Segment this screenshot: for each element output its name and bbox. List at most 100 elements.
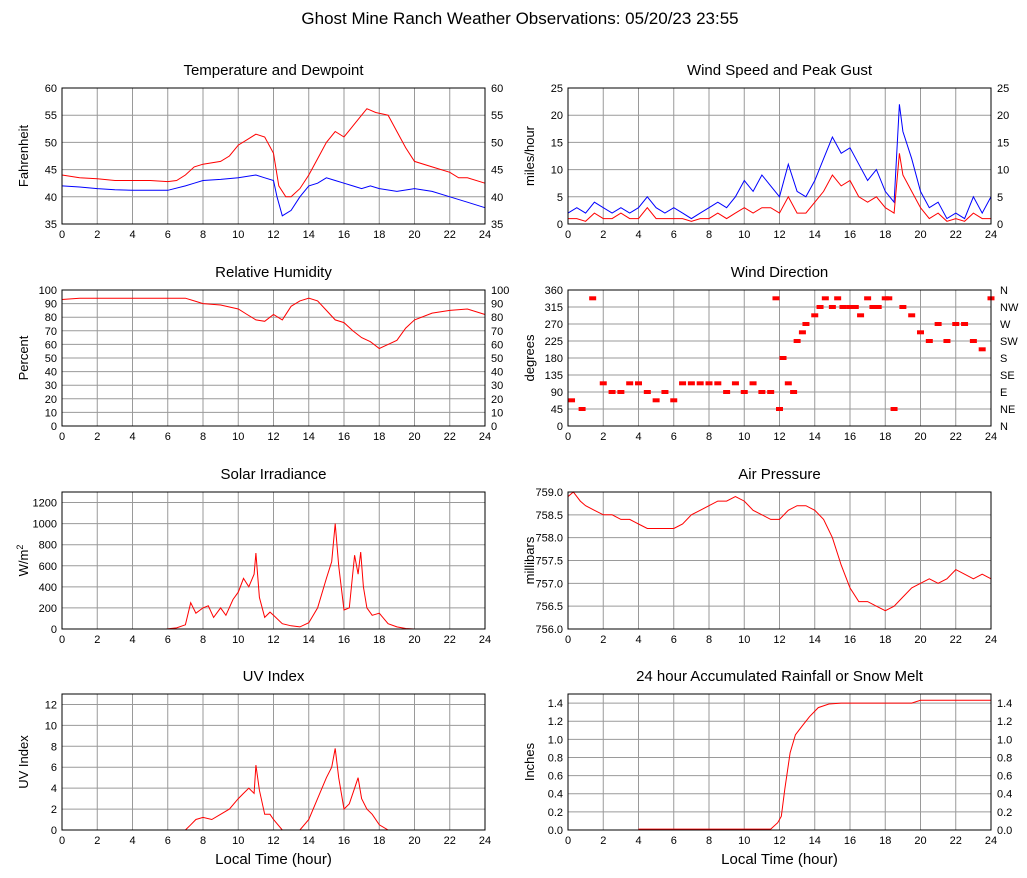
x-tick-label: 24 bbox=[985, 835, 997, 847]
x-tick-label: 14 bbox=[303, 634, 315, 646]
x-tick-label: 2 bbox=[600, 431, 606, 443]
x-tick-label: 2 bbox=[94, 835, 100, 847]
wind-direction-point bbox=[670, 398, 678, 403]
plot-frame bbox=[61, 87, 486, 225]
y-tick-label: 60 bbox=[45, 339, 57, 351]
y-axis-label: degrees bbox=[522, 334, 537, 381]
x-tick-label: 10 bbox=[232, 229, 244, 241]
y-tick-label: 800 bbox=[39, 540, 57, 552]
series-line bbox=[638, 699, 991, 830]
x-tick-label: 18 bbox=[879, 229, 891, 241]
x-tick-label: 14 bbox=[809, 229, 821, 241]
y-tick-label: 20 bbox=[45, 394, 57, 406]
plot-frame bbox=[61, 693, 486, 831]
x-tick-label: 18 bbox=[879, 835, 891, 847]
y-tick-label: 759.0 bbox=[535, 487, 563, 499]
x-tick-label: 4 bbox=[635, 229, 641, 241]
chart-title: Relative Humidity bbox=[215, 264, 332, 281]
y-tick-label-right: 15 bbox=[997, 137, 1009, 149]
y-tick-label: 25 bbox=[551, 83, 563, 95]
series-line bbox=[61, 174, 486, 217]
y-tick-label: 757.0 bbox=[535, 578, 563, 590]
y-tick-label-right: 0 bbox=[997, 219, 1003, 231]
x-tick-label: 24 bbox=[479, 634, 491, 646]
x-tick-label: 14 bbox=[303, 229, 315, 241]
y-tick-label: 0.6 bbox=[548, 771, 563, 783]
x-tick-label: 4 bbox=[129, 634, 135, 646]
y-tick-label: 70 bbox=[45, 326, 57, 338]
x-tick-label: 20 bbox=[408, 835, 420, 847]
x-tick-label: 22 bbox=[950, 835, 962, 847]
wind-direction-point bbox=[790, 390, 798, 394]
x-tick-label: 10 bbox=[232, 431, 244, 443]
plot-frame bbox=[61, 491, 486, 630]
y-tick-label: 10 bbox=[45, 407, 57, 419]
x-tick-label: 2 bbox=[600, 229, 606, 241]
x-tick-label: 12 bbox=[773, 634, 785, 646]
y-tick-label-right: 100 bbox=[491, 285, 509, 297]
wind-direction-point bbox=[816, 305, 824, 309]
wind-direction-point bbox=[925, 339, 933, 343]
x-tick-label: 24 bbox=[479, 431, 491, 443]
wind-direction-point bbox=[952, 322, 960, 326]
wind-direction-point bbox=[969, 339, 977, 343]
x-tick-label: 18 bbox=[879, 431, 891, 443]
x-tick-label: 20 bbox=[408, 431, 420, 443]
y-tick-label-right: 55 bbox=[491, 110, 503, 122]
y-tick-label: 1200 bbox=[33, 498, 57, 510]
direction-label: NW bbox=[1000, 302, 1019, 314]
x-tick-label: 20 bbox=[914, 835, 926, 847]
x-tick-label: 6 bbox=[671, 431, 677, 443]
y-tick-label-right: 45 bbox=[491, 165, 503, 177]
x-tick-label: 14 bbox=[303, 835, 315, 847]
x-axis-label: Local Time (hour) bbox=[215, 851, 332, 868]
direction-label: NE bbox=[1000, 404, 1015, 416]
x-tick-label: 0 bbox=[59, 634, 65, 646]
x-tick-label: 16 bbox=[338, 229, 350, 241]
series-line bbox=[567, 491, 992, 612]
x-tick-label: 4 bbox=[129, 835, 135, 847]
direction-label: N bbox=[1000, 285, 1008, 297]
y-axis-label: miles/hour bbox=[522, 125, 537, 186]
y-tick-label-right: 0.8 bbox=[997, 752, 1012, 764]
y-tick-label: 90 bbox=[551, 387, 563, 399]
series-line bbox=[568, 153, 991, 222]
y-tick-label: 15 bbox=[551, 137, 563, 149]
y-tick-label: 5 bbox=[557, 192, 563, 204]
x-tick-label: 24 bbox=[985, 431, 997, 443]
y-tick-label: 1.0 bbox=[548, 734, 563, 746]
y-tick-label: 135 bbox=[545, 370, 563, 382]
y-axis-label-text: W/m bbox=[16, 550, 31, 577]
x-tick-label: 0 bbox=[565, 634, 571, 646]
direction-label: SE bbox=[1000, 370, 1015, 382]
y-tick-label-right: 10 bbox=[491, 407, 503, 419]
y-axis-label-superscript: 2 bbox=[15, 545, 25, 550]
x-tick-label: 22 bbox=[444, 431, 456, 443]
y-tick-label-right: 40 bbox=[491, 367, 503, 379]
y-tick-label: 40 bbox=[45, 192, 57, 204]
x-tick-label: 6 bbox=[165, 835, 171, 847]
y-tick-label-right: 0.0 bbox=[997, 825, 1012, 837]
wind-direction-point bbox=[828, 305, 836, 309]
wind-direction-point bbox=[978, 347, 986, 352]
x-tick-label: 24 bbox=[985, 229, 997, 241]
wind-direction-point bbox=[851, 305, 859, 309]
plot-frame bbox=[567, 87, 992, 225]
plot-frame bbox=[567, 491, 992, 630]
y-tick-label: 1.4 bbox=[548, 698, 563, 710]
x-tick-label: 16 bbox=[844, 835, 856, 847]
y-tick-label: 1000 bbox=[33, 519, 57, 531]
chart-title: Temperature and Dewpoint bbox=[183, 62, 364, 79]
chart-title: Air Pressure bbox=[738, 466, 821, 483]
y-tick-label: 100 bbox=[39, 285, 57, 297]
page-title: Ghost Mine Ranch Weather Observations: 0… bbox=[301, 9, 738, 28]
y-tick-label: 90 bbox=[45, 299, 57, 311]
y-axis-label: W/m2 bbox=[15, 545, 31, 577]
wind-direction-point bbox=[643, 390, 651, 394]
plot-frame bbox=[61, 289, 486, 427]
x-tick-label: 0 bbox=[59, 431, 65, 443]
